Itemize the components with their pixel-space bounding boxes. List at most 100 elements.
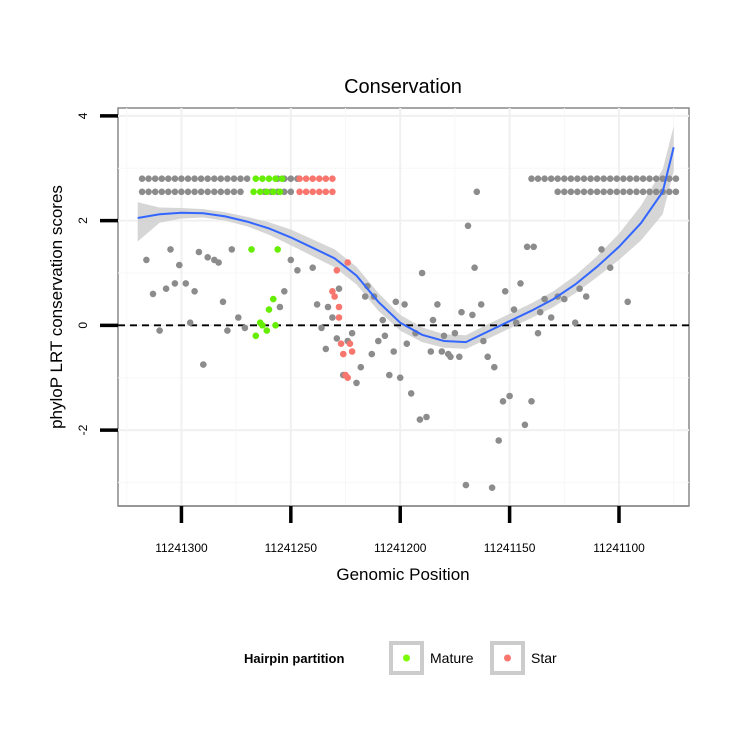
- data-point-other: [666, 188, 673, 196]
- y-axis: -2 0 2 4: [76, 112, 118, 435]
- chart-title: Conservation: [344, 76, 462, 98]
- data-point-other: [162, 285, 170, 293]
- data-point-other: [171, 175, 179, 182]
- data-point-other: [501, 288, 509, 295]
- data-point-mature: [259, 322, 266, 329]
- data-point-other: [294, 267, 301, 274]
- data-point-mature: [252, 175, 260, 182]
- data-point-other: [606, 188, 614, 196]
- data-point-other: [200, 361, 207, 368]
- data-point-mature: [256, 188, 264, 196]
- data-point-other: [587, 175, 594, 182]
- data-point-other: [217, 188, 225, 196]
- data-point-star: [309, 175, 317, 182]
- data-point-other: [167, 246, 174, 253]
- data-point-other: [184, 175, 192, 182]
- data-point-mature: [265, 175, 273, 182]
- data-point-other: [197, 188, 205, 196]
- data-point-other: [547, 175, 555, 182]
- data-point-other: [309, 264, 317, 272]
- data-point-mature: [252, 332, 260, 340]
- data-point-other: [197, 175, 205, 182]
- data-point-other: [324, 303, 332, 311]
- data-point-other: [672, 175, 680, 182]
- data-point-other: [521, 421, 529, 429]
- data-point-other: [576, 285, 583, 293]
- data-point-other: [186, 319, 194, 327]
- data-point-other: [534, 175, 542, 182]
- data-point-other: [512, 319, 520, 327]
- data-point-other: [237, 188, 244, 196]
- data-point-other: [353, 379, 360, 387]
- legend-title: Hairpin partition: [244, 651, 344, 666]
- data-point-other: [191, 288, 198, 295]
- legend-label-mature: Mature: [430, 650, 474, 666]
- data-point-other: [580, 188, 588, 196]
- y-tick-label: 0: [76, 322, 90, 329]
- data-point-other: [151, 175, 159, 182]
- data-point-other: [418, 269, 426, 277]
- data-point-other: [598, 246, 605, 253]
- data-point-other: [396, 374, 404, 382]
- data-point-star: [322, 175, 330, 182]
- x-axis-title: Genomic Position: [336, 565, 469, 584]
- data-point-other: [593, 188, 601, 196]
- data-point-other: [335, 285, 343, 293]
- data-point-other: [318, 324, 325, 332]
- data-point-other: [178, 188, 185, 196]
- data-point-other: [392, 298, 400, 306]
- data-point-other: [477, 301, 485, 308]
- data-point-star: [337, 340, 345, 348]
- data-point-other: [287, 175, 295, 182]
- data-point-other: [375, 337, 382, 345]
- data-point-other: [499, 398, 507, 405]
- data-point-other: [184, 188, 192, 196]
- data-point-other: [600, 188, 607, 196]
- data-point-other: [204, 188, 211, 196]
- data-point-other: [407, 390, 415, 397]
- data-point-other: [593, 175, 601, 182]
- data-point-star: [340, 350, 347, 358]
- data-point-other: [528, 175, 535, 182]
- data-point-other: [626, 188, 634, 196]
- data-point-other: [390, 348, 398, 355]
- data-point-other: [145, 175, 152, 182]
- data-point-other: [171, 188, 179, 196]
- smooth-trend-line: [137, 147, 675, 344]
- data-point-other: [613, 175, 621, 182]
- data-point-star: [322, 188, 330, 196]
- data-point-star: [329, 188, 336, 196]
- data-point-other: [276, 303, 284, 311]
- x-tick-label: 11241200: [374, 541, 427, 555]
- data-point-star: [296, 175, 303, 182]
- data-point-star: [344, 374, 352, 382]
- data-point-other: [447, 353, 454, 361]
- data-point-other: [230, 175, 238, 182]
- data-point-mature: [248, 246, 255, 253]
- data-point-other: [456, 353, 463, 361]
- data-point-star: [348, 348, 356, 355]
- data-point-mature: [274, 246, 282, 253]
- data-point-other: [646, 188, 653, 196]
- data-point-other: [171, 280, 179, 287]
- data-point-other: [567, 188, 575, 196]
- data-point-other: [541, 295, 548, 303]
- data-point-other: [211, 188, 218, 196]
- data-point-other: [219, 298, 227, 306]
- data-point-other: [195, 248, 203, 256]
- data-point-other: [243, 175, 251, 182]
- data-point-other: [281, 288, 288, 295]
- data-point-mature: [263, 188, 271, 196]
- x-tick-label: 11241150: [484, 541, 536, 555]
- data-point-other: [582, 293, 590, 300]
- data-point-other: [639, 175, 647, 182]
- legend-key-star: [490, 641, 525, 675]
- data-point-other: [523, 243, 531, 251]
- data-point-other: [438, 348, 446, 355]
- data-point-other: [138, 188, 146, 196]
- data-point-mature: [272, 175, 279, 182]
- data-point-other: [149, 290, 157, 298]
- data-point-other: [633, 175, 640, 182]
- data-point-other: [151, 188, 159, 196]
